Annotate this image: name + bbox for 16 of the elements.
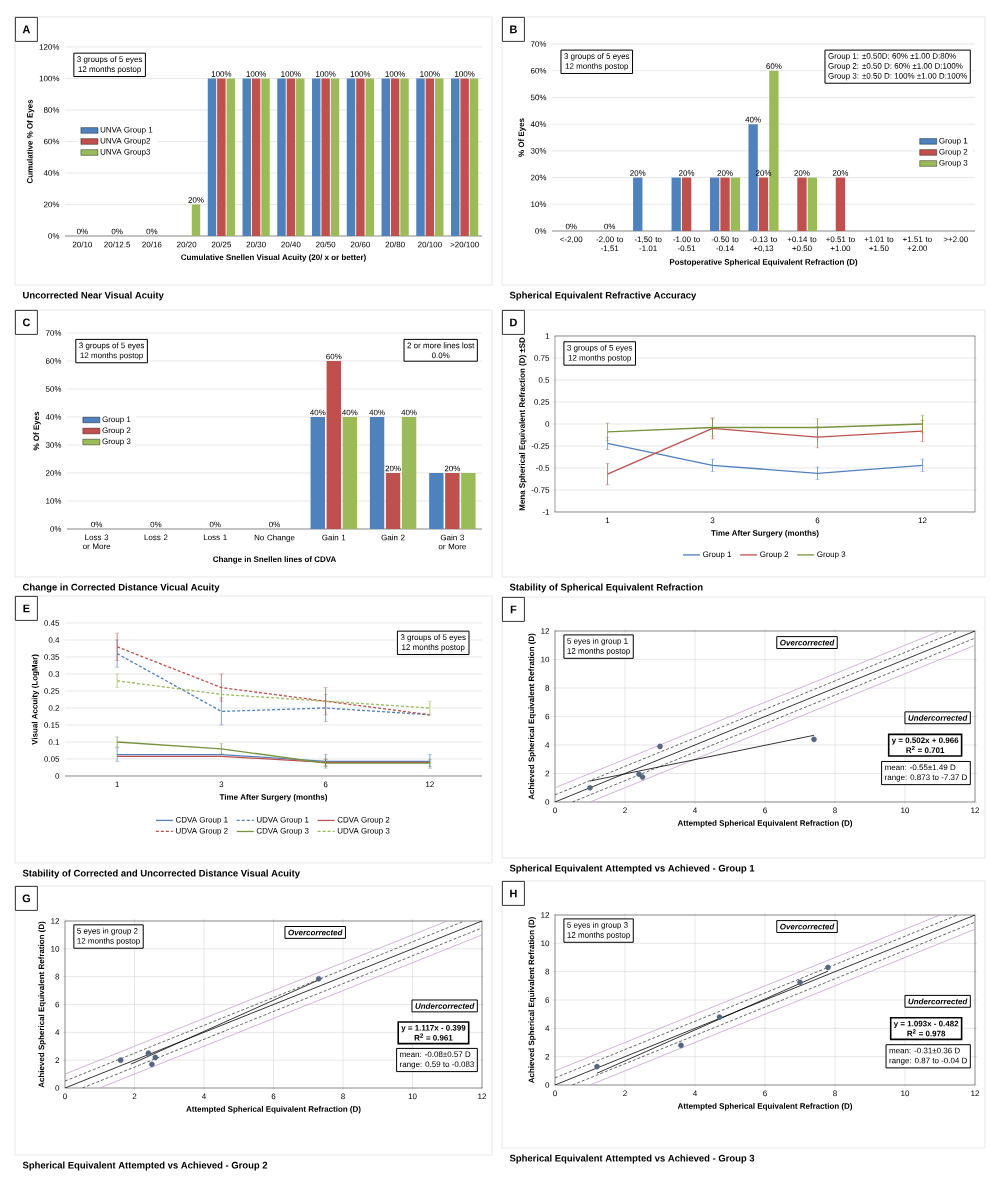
text: E [23, 604, 30, 613]
text: Stability of Corrected and Uncorrected Distance Visual Acuity [22, 869, 300, 879]
text: G [22, 894, 30, 903]
text: Stability of Spherical Equivalent Refraction [509, 583, 703, 593]
text: Spherical Equivalent Refractive Accuracy [509, 291, 697, 301]
text: Spherical Equivalent Attempted vs Achieved - Group 3 [509, 1154, 755, 1164]
text: C [22, 318, 31, 327]
text: H [510, 889, 517, 898]
text: D [510, 318, 517, 327]
text: Change in Corrected Distance Vicual Acuity [22, 583, 220, 593]
text: Spherical Equivalent Attempted vs Achieved - Group 2 [22, 1161, 268, 1171]
text: Uncorrected Near Visual Acuity [23, 291, 164, 301]
text: Spherical Equivalent Attempted vs Achieved - Group 1 [509, 864, 755, 874]
text: A [22, 25, 31, 34]
text: B [510, 25, 517, 34]
text: F [510, 605, 517, 614]
